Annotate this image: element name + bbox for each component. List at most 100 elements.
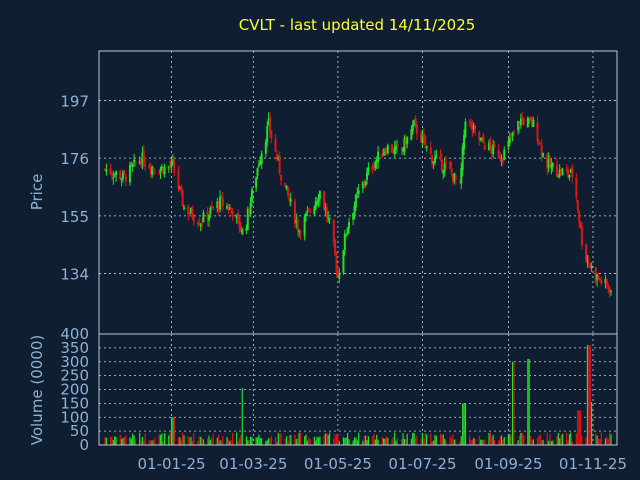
candle-body <box>202 212 205 223</box>
volume-bar <box>499 436 501 445</box>
candle-body <box>123 170 126 174</box>
volume-bar <box>480 439 482 445</box>
date-tick-label: 01-07-25 <box>388 455 456 473</box>
candle-body <box>274 138 277 152</box>
candle-body <box>537 142 540 144</box>
volume-bar <box>211 438 213 445</box>
volume-bar <box>445 440 447 445</box>
volume-bar <box>208 435 210 445</box>
volume-bar <box>394 432 396 445</box>
volume-bar <box>402 433 404 445</box>
volume-tick-label: 350 <box>60 339 89 357</box>
volume-bar <box>367 436 369 445</box>
volume-bar <box>510 435 512 445</box>
candle-body <box>363 181 366 184</box>
candle-body <box>237 213 240 218</box>
volume-bar <box>251 437 253 445</box>
volume-bar <box>383 438 385 445</box>
volume-bar <box>597 438 600 445</box>
volume-bar <box>528 358 530 445</box>
volume-bar <box>606 436 608 445</box>
candle-body <box>104 168 106 170</box>
volume-bar <box>541 439 543 445</box>
volume-bar <box>179 437 181 445</box>
volume-bar <box>406 433 408 445</box>
volume-bar <box>391 439 393 445</box>
volume-bar <box>595 433 597 445</box>
candle-body <box>464 121 467 137</box>
price-tick-label: 197 <box>60 92 89 110</box>
candle-body <box>414 118 417 123</box>
candle-body <box>519 118 522 125</box>
candle-body <box>245 227 248 231</box>
volume-bar <box>542 439 544 445</box>
volume-bar <box>590 401 593 445</box>
volume-bar <box>139 432 141 445</box>
candle-body <box>316 201 319 204</box>
candle-body <box>420 132 423 143</box>
volume-bar <box>284 438 286 445</box>
price-tick-labels: 134 155 176 197 <box>60 92 89 283</box>
volume-bar <box>492 435 494 445</box>
volume-bar <box>287 440 289 445</box>
candle-body <box>275 153 278 160</box>
candle-body <box>255 177 258 188</box>
candle-body <box>141 152 144 166</box>
volume-bar <box>286 436 288 445</box>
candle-body <box>596 274 599 280</box>
candle-body <box>500 159 503 161</box>
volume-bar <box>177 437 180 445</box>
candle-body <box>381 154 384 158</box>
candle-body <box>128 164 131 183</box>
candle-body <box>187 206 190 215</box>
candle-body <box>212 207 215 209</box>
volume-bar <box>152 439 155 445</box>
volume-bar <box>376 434 378 445</box>
candle-body <box>361 182 364 189</box>
candle-body <box>295 220 298 223</box>
candle-body <box>400 147 403 150</box>
volume-bar <box>571 441 573 445</box>
volume-bar <box>297 438 299 445</box>
candle-body <box>228 207 231 210</box>
candle-body <box>296 219 299 230</box>
candle-body <box>585 244 588 261</box>
volume-bar <box>371 436 374 445</box>
candle-body <box>180 186 183 191</box>
candle-body <box>170 161 173 168</box>
volume-bar <box>366 439 368 445</box>
volume-bar <box>277 432 279 445</box>
volume-bar <box>449 436 451 445</box>
volume-bar <box>557 432 559 445</box>
candle-body <box>267 118 270 125</box>
date-tick-label: 01-09-25 <box>474 455 542 473</box>
candle-body <box>517 121 520 131</box>
candle-body <box>346 227 349 234</box>
candle-body <box>109 168 112 175</box>
candle-body <box>463 135 466 149</box>
volume-bar <box>355 437 357 445</box>
volume-bar <box>237 440 239 445</box>
volume-bar <box>255 437 257 445</box>
volume-bar <box>396 438 399 445</box>
candle-body <box>422 133 425 139</box>
volume-bar <box>299 432 302 445</box>
candle-body <box>131 164 134 167</box>
volume-bar <box>405 439 407 445</box>
volume-bar <box>385 436 388 445</box>
date-tick-label: 01-01-25 <box>137 455 205 473</box>
candle-body <box>530 117 533 127</box>
candle-body <box>568 174 571 178</box>
candle-body <box>571 166 574 177</box>
volume-tick-label: 150 <box>60 394 89 412</box>
candle-body <box>469 123 472 125</box>
volume-bar <box>463 403 465 445</box>
volume-bar <box>216 437 218 445</box>
volume-bar <box>570 432 572 445</box>
candle-body <box>392 150 395 154</box>
candle-body <box>217 203 220 210</box>
volume-bar <box>581 435 583 445</box>
volume-bar <box>401 439 403 445</box>
candle-body <box>270 130 273 138</box>
candle-body <box>122 171 125 179</box>
